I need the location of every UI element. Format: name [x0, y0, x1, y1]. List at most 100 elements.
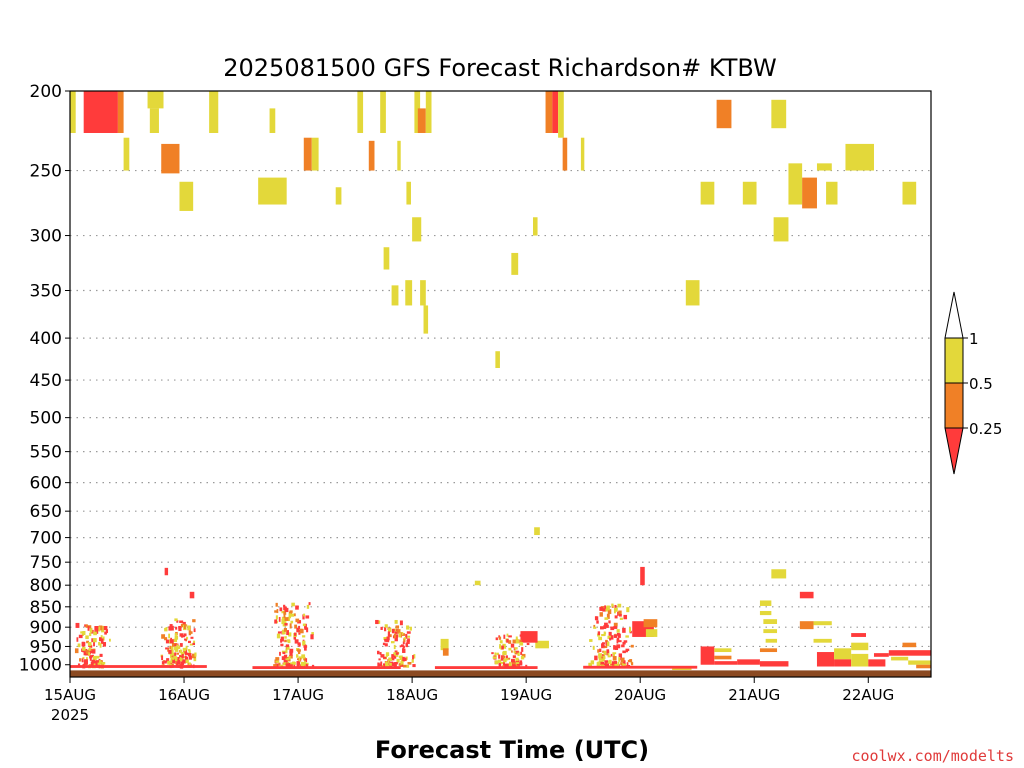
ri-cell [165, 639, 170, 644]
ri-cell [402, 656, 405, 662]
ri-cell [176, 619, 179, 623]
ri-cell [625, 635, 629, 638]
ri-cell [608, 620, 611, 624]
ri-cell [173, 643, 177, 646]
ri-cell [84, 648, 88, 654]
ri-cell [188, 631, 193, 634]
ri-cell [802, 177, 817, 209]
ri-cell [395, 634, 399, 638]
ri-cell [511, 650, 513, 653]
ri-cell [296, 662, 300, 668]
ri-cell [147, 91, 164, 109]
ri-cell [714, 655, 732, 660]
ri-cell [98, 626, 101, 632]
ri-cell [771, 99, 787, 129]
ri-cell [511, 252, 519, 275]
ri-cell [891, 656, 909, 661]
ri-cell [285, 644, 290, 648]
x-tick-label: 22AUG [842, 686, 894, 704]
ri-cell [170, 652, 173, 657]
ri-cell [521, 653, 526, 658]
ri-cell [282, 651, 286, 655]
ri-cell [274, 619, 278, 624]
ri-cell [301, 661, 304, 666]
ri-cell [78, 634, 83, 639]
ri-cell [382, 656, 387, 659]
ri-cell [181, 634, 184, 638]
ri-cell [384, 624, 388, 628]
ri-cell [102, 636, 105, 641]
ri-cell [405, 280, 413, 306]
ri-cell [187, 625, 191, 631]
ri-cell [603, 656, 606, 659]
ri-cell [603, 645, 608, 649]
ri-cell [799, 621, 814, 630]
ri-cell [411, 659, 414, 663]
ri-cell [606, 613, 610, 619]
ri-cell [902, 642, 917, 648]
ri-cell [98, 660, 102, 664]
ri-cell [604, 617, 609, 620]
ri-cell [496, 652, 499, 656]
ri-cell [274, 610, 277, 613]
ri-cell [278, 616, 281, 622]
ri-cell [187, 652, 192, 657]
ri-cell [502, 643, 506, 649]
ri-cell [601, 658, 605, 662]
ri-cell [700, 646, 715, 665]
y-tick-label: 200 [30, 82, 62, 102]
ri-cell [281, 611, 285, 614]
ri-cell [86, 657, 88, 662]
ri-cell [391, 285, 399, 306]
ri-cell [498, 663, 501, 666]
ri-cell [297, 643, 301, 646]
ri-cell [99, 653, 103, 657]
ri-cell [398, 655, 401, 659]
ri-cell [283, 611, 287, 615]
ri-cell [385, 652, 390, 656]
ri-cell [406, 664, 410, 668]
ri-cell [296, 654, 299, 658]
ri-cell [851, 653, 869, 667]
ri-cell [614, 615, 618, 619]
ri-cell [407, 635, 411, 638]
ri-cell [400, 661, 404, 665]
ri-cell [497, 659, 502, 664]
ri-cell [610, 663, 614, 666]
ri-cell [288, 662, 291, 668]
credit-link[interactable]: coolwx.com/modelts [851, 747, 1014, 765]
ri-cell [623, 660, 626, 664]
ri-cell [412, 217, 422, 242]
ri-cell [613, 622, 618, 627]
ri-cell [508, 647, 512, 651]
ri-cell [394, 636, 398, 642]
ri-cell [77, 643, 81, 648]
ri-cell [420, 280, 426, 306]
ri-cell [607, 635, 611, 639]
ri-cell [834, 648, 852, 660]
ri-cell [816, 652, 835, 667]
ri-cell [558, 91, 564, 138]
ri-cell [88, 652, 91, 656]
ri-cell [379, 652, 382, 655]
ri-cell [278, 662, 281, 666]
ri-cell [91, 654, 94, 658]
ri-cell [306, 604, 310, 609]
ri-cell [512, 655, 516, 659]
ri-cell [614, 663, 619, 667]
ri-cell [597, 631, 601, 636]
ri-cell [499, 644, 502, 649]
ri-cell [176, 644, 179, 648]
ri-cell [377, 662, 380, 668]
ri-cell [82, 641, 85, 647]
ri-cell [603, 663, 606, 666]
ri-cell [515, 650, 519, 653]
ri-cell [92, 638, 97, 643]
ri-cell [716, 99, 732, 129]
ri-cell [606, 624, 609, 628]
ri-cell [403, 637, 407, 640]
ri-cell [170, 659, 173, 663]
ri-cell [283, 662, 287, 666]
ri-cell [89, 650, 94, 654]
ri-cell [498, 654, 501, 659]
